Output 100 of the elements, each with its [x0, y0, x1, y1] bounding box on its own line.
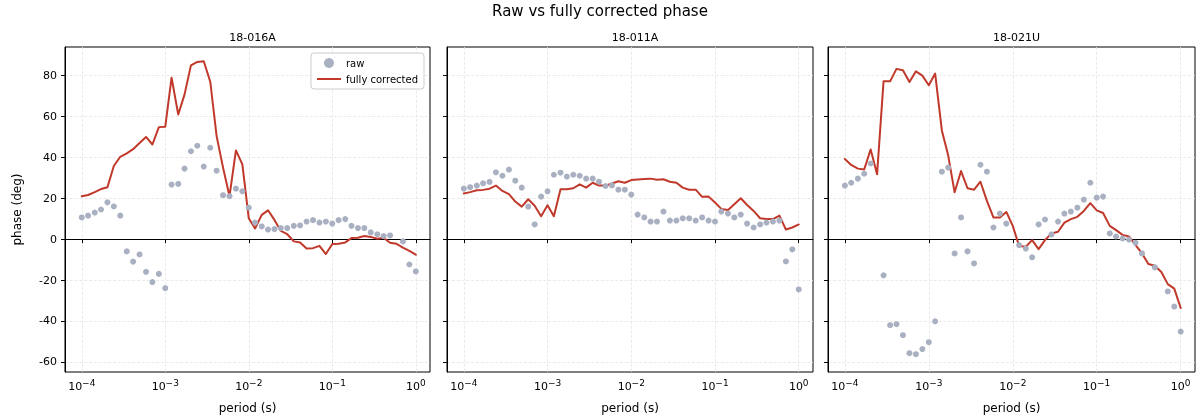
point: [769, 218, 776, 225]
point: [175, 180, 182, 187]
x-axis-title: period (s): [218, 401, 277, 415]
point: [1067, 208, 1074, 215]
point: [673, 217, 680, 224]
point: [335, 217, 342, 224]
point: [757, 221, 764, 228]
legend-label: raw: [345, 57, 365, 69]
point: [525, 203, 532, 210]
point: [990, 224, 997, 231]
point: [583, 175, 590, 182]
point: [277, 225, 284, 232]
point: [596, 178, 603, 185]
point: [399, 238, 406, 245]
point: [750, 224, 757, 231]
point: [406, 261, 413, 268]
point: [621, 186, 628, 193]
point: [1074, 204, 1081, 211]
point: [207, 144, 214, 151]
point: [782, 258, 789, 265]
point: [213, 167, 220, 174]
point: [473, 182, 480, 189]
point: [271, 226, 278, 233]
point: [1113, 233, 1120, 240]
point: [136, 251, 143, 258]
point: [1151, 264, 1158, 271]
point: [951, 250, 958, 257]
point: [628, 191, 635, 198]
point: [932, 318, 939, 325]
point: [861, 170, 868, 177]
y-tick-label: 20: [43, 191, 57, 205]
point: [654, 218, 661, 225]
point: [329, 220, 336, 227]
point: [1093, 194, 1100, 201]
y-tick-label: -20: [39, 273, 57, 287]
point: [880, 272, 887, 279]
point: [1171, 303, 1178, 310]
point: [303, 218, 310, 225]
point: [737, 211, 744, 218]
point: [964, 248, 971, 255]
point: [187, 148, 194, 155]
point: [130, 258, 137, 265]
point: [996, 210, 1003, 217]
point: [181, 165, 188, 172]
point: [1139, 250, 1145, 257]
point: [98, 206, 104, 213]
point: [354, 225, 361, 232]
y-tick-label: -40: [39, 314, 57, 328]
point: [245, 204, 252, 211]
point: [1029, 254, 1036, 261]
y-axis-title: phase (deg): [10, 173, 24, 246]
point: [563, 173, 570, 180]
point: [499, 172, 506, 179]
point: [763, 219, 770, 226]
point: [660, 208, 667, 215]
point: [467, 184, 474, 191]
point: [570, 171, 577, 178]
point: [893, 321, 900, 328]
y-tick-label: 40: [43, 150, 57, 164]
point: [538, 193, 545, 200]
point: [1106, 230, 1113, 237]
point: [686, 215, 693, 222]
chart-subtitle: 18-021U: [992, 31, 1041, 44]
point: [412, 268, 419, 275]
point: [194, 142, 201, 149]
point: [925, 339, 932, 346]
point: [149, 279, 156, 286]
point: [310, 217, 317, 224]
x-axis-title: period (s): [601, 401, 659, 415]
point: [85, 212, 92, 219]
point: [297, 222, 304, 229]
x-axis-title: period (s): [982, 401, 1041, 415]
point: [492, 169, 499, 176]
point: [705, 217, 712, 224]
point: [744, 220, 751, 227]
point: [1080, 196, 1087, 203]
point: [544, 188, 551, 195]
point: [512, 177, 519, 184]
point: [505, 166, 512, 173]
legend-label: fully corrected: [345, 73, 418, 85]
point: [460, 185, 467, 192]
chart-title: Raw vs fully corrected phase: [491, 2, 709, 20]
point: [1061, 210, 1068, 217]
point: [887, 322, 894, 329]
point: [977, 161, 984, 168]
point: [912, 351, 919, 358]
point: [518, 184, 525, 191]
point: [284, 225, 291, 232]
point: [1016, 242, 1023, 249]
point: [848, 179, 855, 186]
point: [1048, 231, 1055, 238]
point: [252, 219, 259, 226]
point: [200, 163, 207, 170]
point: [342, 216, 349, 223]
point: [1164, 288, 1171, 295]
point: [550, 171, 557, 178]
point: [168, 181, 175, 188]
point: [1125, 236, 1132, 243]
point: [1022, 245, 1029, 252]
point: [615, 186, 622, 193]
